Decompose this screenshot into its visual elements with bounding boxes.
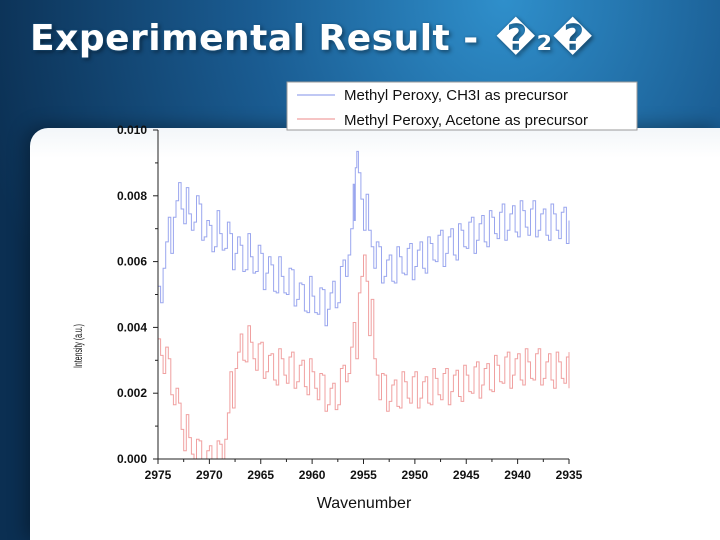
slide-title-suffix: �₂� xyxy=(495,18,594,59)
x-tick-label: 2950 xyxy=(402,468,429,482)
y-tick-label: 0.010 xyxy=(117,123,147,137)
x-tick-label: 2935 xyxy=(556,468,583,482)
legend-box xyxy=(286,81,638,131)
series-line-ch3i xyxy=(158,150,570,327)
series-line-acetone xyxy=(158,254,570,460)
slide-title: Experimental Result - �₂� xyxy=(30,18,597,59)
x-tick-label: 2940 xyxy=(504,468,531,482)
x-tick-label: 2965 xyxy=(247,468,274,482)
x-tick-label: 2955 xyxy=(350,468,377,482)
y-tick-label: 0.000 xyxy=(117,452,147,466)
y-axis-title-text: Intensity (a.u.) xyxy=(71,324,85,368)
x-tick-label: 2970 xyxy=(196,468,223,482)
y-tick-label: 0.002 xyxy=(117,386,147,400)
chart-legend: Methyl Peroxy, CH3I as precursor Methyl … xyxy=(286,81,638,131)
y-tick-label: 0.004 xyxy=(117,320,147,334)
y-tick-label: 0.008 xyxy=(117,189,147,203)
content-panel xyxy=(30,128,720,540)
y-axis-title: Intensity (a.u.) xyxy=(71,324,85,368)
x-axis-title: Wavenumber xyxy=(317,495,412,512)
x-tick-label: 2975 xyxy=(145,468,172,482)
series-layer xyxy=(158,150,570,460)
x-tick-label: 2945 xyxy=(453,468,480,482)
legend-label-acetone: Methyl Peroxy, Acetone as precursor xyxy=(344,112,588,129)
axes-layer: 2975 2970 2965 2960 2955 2950 2945 2940 2935 0.00… xyxy=(117,123,583,482)
x-tick-label: 2960 xyxy=(299,468,326,482)
y-tick-label: 0.006 xyxy=(117,255,147,269)
legend-label-ch3i: Methyl Peroxy, CH3I as precursor xyxy=(344,87,568,104)
slide-title-text: Experimental Result - xyxy=(30,18,492,59)
